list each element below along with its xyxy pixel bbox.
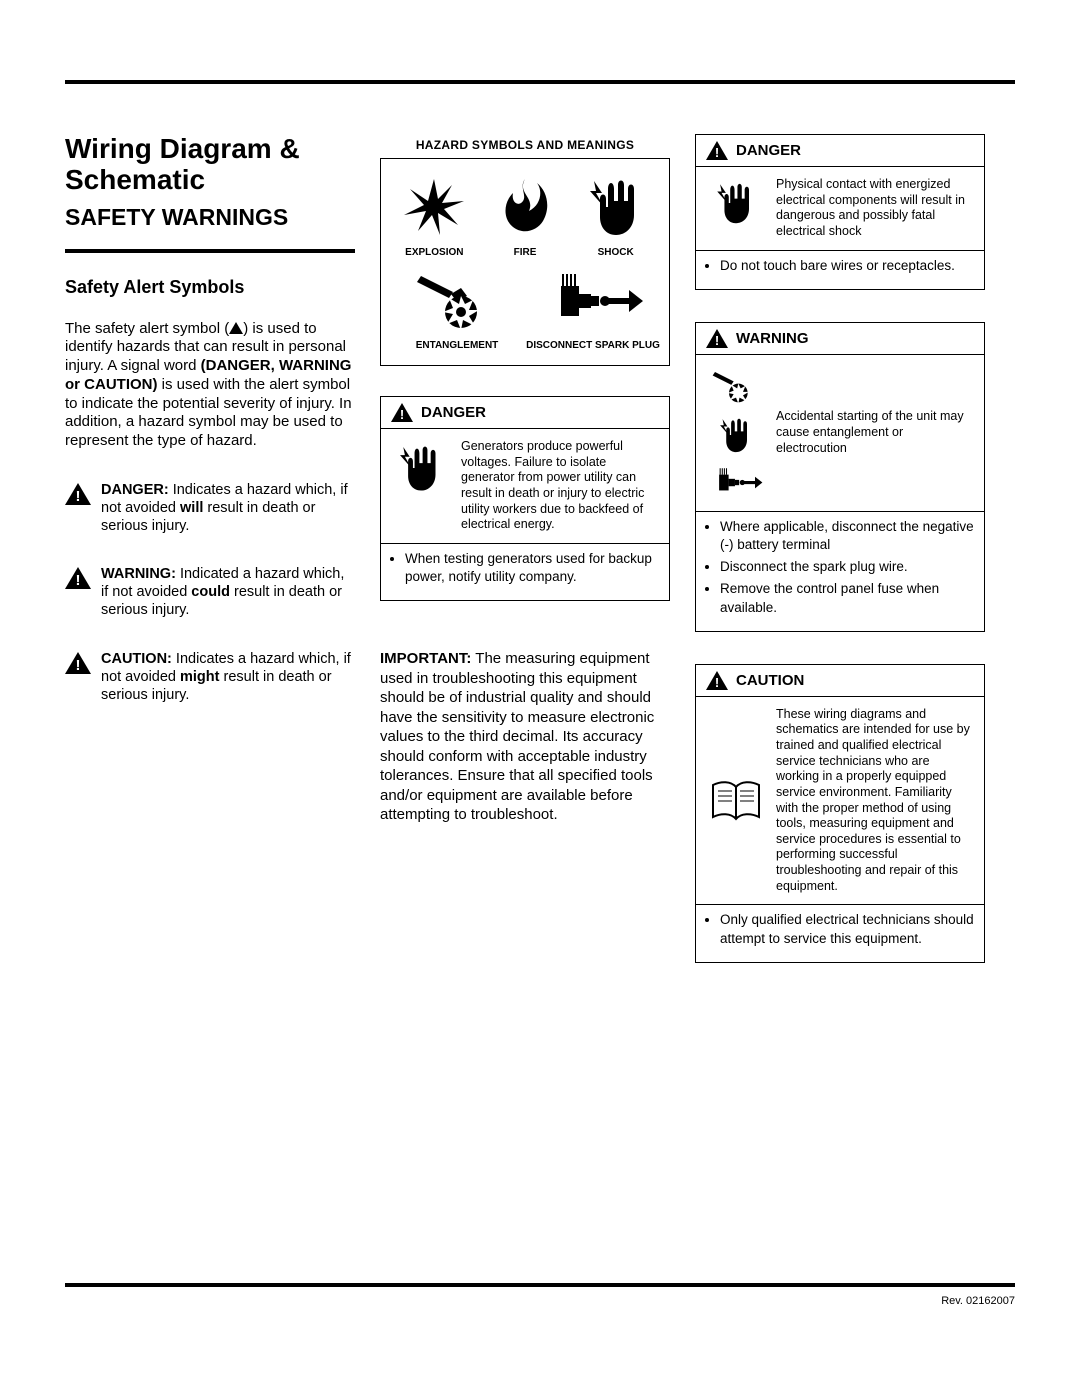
hazard-title: HAZARD SYMBOLS AND MEANINGS — [380, 138, 670, 152]
alert-triangle-icon: ! — [391, 403, 413, 422]
alert-triangle-icon: ! — [65, 565, 91, 619]
hazard-shock: SHOCK — [570, 171, 661, 258]
box-bullets: Only qualified electrical technicians sh… — [696, 905, 984, 961]
columns: Wiring Diagram & Schematic SAFETY WARNIN… — [65, 134, 1015, 981]
fire-icon — [489, 171, 561, 243]
hazard-fire: FIRE — [480, 171, 571, 258]
hazard-entanglement: ENTANGLEMENT — [389, 264, 525, 351]
manual-book-icon — [706, 779, 766, 823]
revision-label: Rev. 02162007 — [941, 1295, 1015, 1307]
danger-box-contact: ! DANGER Physical contact with energized… — [695, 134, 985, 290]
def-label: DANGER: — [101, 482, 169, 498]
box-title: WARNING — [736, 330, 809, 347]
svg-text:!: ! — [76, 572, 81, 589]
alert-triangle-icon: ! — [706, 141, 728, 160]
bullet: Do not touch bare wires or receptacles. — [720, 257, 974, 275]
def-text: DANGER: Indicates a hazard which, if not… — [101, 481, 355, 535]
box-bullets: Where applicable, disconnect the negativ… — [696, 512, 984, 631]
entanglement-icon — [709, 365, 763, 407]
box-header: ! WARNING — [696, 323, 984, 355]
svg-text:!: ! — [76, 657, 81, 674]
col-middle: HAZARD SYMBOLS AND MEANINGS EXPLOSION FI… — [380, 134, 670, 981]
caution-box: ! CAUTION These wiring diagrams and sche… — [695, 664, 985, 963]
shock-hand-icon — [714, 413, 758, 457]
section-heading: Safety Alert Symbols — [65, 277, 355, 298]
box-text: Generators produce powerful voltages. Fa… — [461, 439, 659, 533]
def-label: CAUTION: — [101, 651, 172, 667]
explosion-icon — [398, 171, 470, 243]
svg-text:!: ! — [76, 488, 81, 505]
svg-text:!: ! — [400, 407, 404, 422]
page: Wiring Diagram & Schematic SAFETY WARNIN… — [0, 0, 1080, 1397]
alert-triangle-icon: ! — [706, 329, 728, 348]
bullet: Disconnect the spark plug wire. — [720, 558, 974, 576]
hazard-row: EXPLOSION FIRE SHOCK — [389, 171, 661, 258]
def-label: WARNING: — [101, 566, 176, 582]
col-right: ! DANGER Physical contact with energized… — [695, 134, 985, 981]
box-text: Physical contact with energized electric… — [776, 177, 974, 240]
box-header: ! DANGER — [696, 135, 984, 167]
top-rule — [65, 80, 1015, 84]
col-left: Wiring Diagram & Schematic SAFETY WARNIN… — [65, 134, 355, 981]
warning-icons-stack — [706, 365, 766, 501]
box-text: Accidental starting of the unit may caus… — [776, 409, 974, 456]
bullet: Remove the control panel fuse when avail… — [720, 580, 974, 616]
alert-triangle-icon: ! — [65, 481, 91, 535]
disconnect-sparkplug-icon — [543, 264, 643, 336]
subtitle: SAFETY WARNINGS — [65, 204, 355, 231]
svg-text:!: ! — [715, 675, 719, 690]
hazard-explosion: EXPLOSION — [389, 171, 480, 258]
bullet: Only qualified electrical technicians sh… — [720, 911, 974, 947]
entanglement-icon — [413, 264, 501, 336]
bullet: When testing generators used for backup … — [405, 550, 659, 586]
important-paragraph: IMPORTANT: The measuring equipment used … — [380, 649, 670, 825]
box-title: DANGER — [421, 404, 486, 421]
intro-paragraph: The safety alert symbol () is used to id… — [65, 320, 355, 451]
box-row: Physical contact with energized electric… — [696, 167, 984, 251]
shock-hand-icon — [706, 177, 766, 229]
def-text: CAUTION: Indicates a hazard which, if no… — [101, 650, 355, 704]
alert-triangle-icon — [229, 322, 243, 334]
hazard-disconnect: DISCONNECT SPARK PLUG — [525, 264, 661, 351]
section-rule — [65, 249, 355, 253]
danger-box-generators: ! DANGER Generators produce powerful vol… — [380, 396, 670, 601]
shock-hand-icon — [391, 439, 451, 497]
box-title: DANGER — [736, 142, 801, 159]
box-header: ! CAUTION — [696, 665, 984, 697]
box-header: ! DANGER — [381, 397, 669, 429]
def-warning: ! WARNING: Indicated a hazard which, if … — [65, 565, 355, 619]
bottom-rule — [65, 1283, 1015, 1287]
title-line1: Wiring Diagram & — [65, 134, 355, 165]
box-row: Accidental starting of the unit may caus… — [696, 355, 984, 512]
box-bullets: Do not touch bare wires or receptacles. — [696, 251, 984, 289]
box-row: These wiring diagrams and schematics are… — [696, 697, 984, 906]
def-text: WARNING: Indicated a hazard which, if no… — [101, 565, 355, 619]
important-text: The measuring equipment used in troubles… — [380, 650, 654, 823]
box-text: These wiring diagrams and schematics are… — [776, 707, 974, 895]
hazard-grid: EXPLOSION FIRE SHOCK ENTANGLEMENT — [380, 158, 670, 366]
alert-triangle-icon: ! — [706, 671, 728, 690]
hazard-row: ENTANGLEMENT DISCONNECT SPARK PLUG — [389, 264, 661, 351]
warning-box: ! WARNING Accidental starting of the uni… — [695, 322, 985, 632]
bullet: Where applicable, disconnect the negativ… — [720, 518, 974, 554]
def-caution: ! CAUTION: Indicates a hazard which, if … — [65, 650, 355, 704]
intro-pre: The safety alert symbol ( — [65, 320, 229, 337]
box-row: Generators produce powerful voltages. Fa… — [381, 429, 669, 544]
disconnect-sparkplug-icon — [706, 463, 766, 501]
alert-triangle-icon: ! — [65, 650, 91, 704]
svg-text:!: ! — [715, 145, 719, 160]
title-line2: Schematic — [65, 165, 355, 196]
important-label: IMPORTANT: — [380, 650, 471, 667]
box-title: CAUTION — [736, 672, 804, 689]
shock-hand-icon — [580, 171, 652, 243]
def-danger: ! DANGER: Indicates a hazard which, if n… — [65, 481, 355, 535]
box-bullets: When testing generators used for backup … — [381, 544, 669, 600]
svg-text:!: ! — [715, 333, 719, 348]
